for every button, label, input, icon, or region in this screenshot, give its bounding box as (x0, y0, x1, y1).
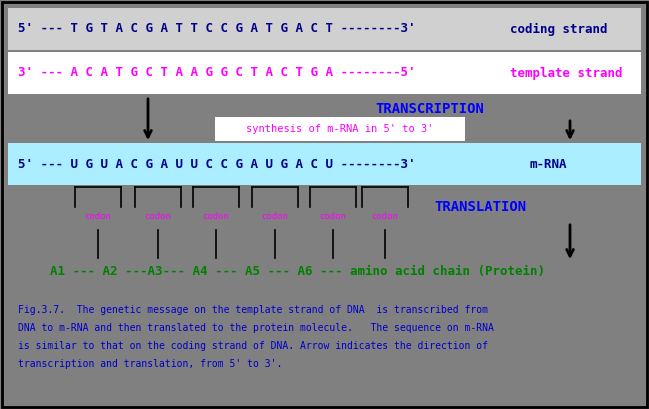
Text: TRANSLATION: TRANSLATION (434, 200, 526, 214)
Text: codon: codon (262, 212, 288, 221)
Text: codon: codon (145, 212, 171, 221)
Text: DNA to m-RNA and then translated to the protein molecule.   The sequence on m-RN: DNA to m-RNA and then translated to the … (18, 323, 494, 333)
Text: codon: codon (84, 212, 112, 221)
Text: synthesis of m-RNA in 5' to 3': synthesis of m-RNA in 5' to 3' (246, 124, 434, 134)
Bar (8, 8, 641, 50)
Text: TRANSCRIPTION: TRANSCRIPTION (376, 102, 484, 116)
Text: template strand: template strand (510, 67, 622, 79)
Text: transcription and translation, from 5' to 3'.: transcription and translation, from 5' t… (18, 359, 282, 369)
Text: 5' --- U G U A C G A U U C C G A U G A C U --------3': 5' --- U G U A C G A U U C C G A U G A C… (18, 157, 415, 171)
Text: A1 --- A2 ---A3--- A4 --- A5 --- A6 --- amino acid chain (Protein): A1 --- A2 ---A3--- A4 --- A5 --- A6 --- … (50, 265, 545, 278)
Text: Fig.3.7.  The genetic message on the template strand of DNA  is transcribed from: Fig.3.7. The genetic message on the temp… (18, 305, 488, 315)
Text: codon: codon (202, 212, 230, 221)
Text: codon: codon (319, 212, 347, 221)
Text: coding strand: coding strand (510, 22, 607, 36)
Text: codon: codon (372, 212, 398, 221)
Bar (8, 52, 641, 94)
Bar (215, 117, 465, 141)
Text: 5' --- T G T A C G A T T C C G A T G A C T --------3': 5' --- T G T A C G A T T C C G A T G A C… (18, 22, 415, 36)
Bar (8, 143, 641, 185)
Text: 3' --- A C A T G C T A A G G C T A C T G A --------5': 3' --- A C A T G C T A A G G C T A C T G… (18, 67, 415, 79)
Text: is similar to that on the coding strand of DNA. Arrow indicates the direction of: is similar to that on the coding strand … (18, 341, 488, 351)
Text: m-RNA: m-RNA (530, 157, 567, 171)
